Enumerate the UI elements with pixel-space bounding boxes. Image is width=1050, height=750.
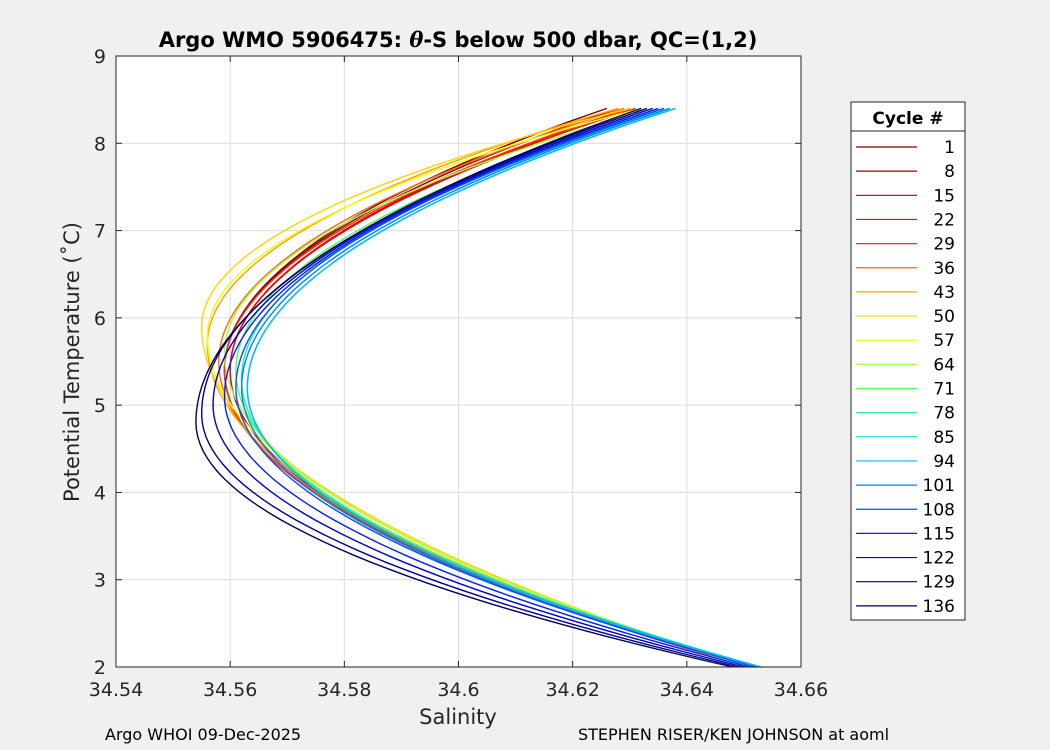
y-tick-label: 5 [94,395,106,417]
x-tick-label: 34.56 [203,679,257,701]
x-axis-label: Salinity [419,705,497,729]
legend-label-85: 85 [933,428,955,448]
x-tick-label: 34.64 [660,679,714,701]
legend-title: Cycle # [872,109,943,129]
legend-label-1: 1 [944,138,955,158]
x-tick-label: 34.58 [317,679,371,701]
series-line-122 [212,107,745,668]
series-line-108 [235,107,756,668]
legend-label-136: 136 [923,597,955,617]
legend-label-129: 129 [923,573,955,593]
legend-label-43: 43 [933,283,955,303]
x-tick-label: 34.54 [89,679,143,701]
legend-items: 1 8 15 22 29 36 43 50 57 64 71 78 85 94 101 108 115 122 12… [856,138,955,617]
legend-label-8: 8 [944,162,955,182]
legend-label-122: 122 [923,549,955,569]
legend-label-22: 22 [933,210,955,230]
footer-left: Argo WHOI 09-Dec-2025 [105,725,302,744]
y-tick-label: 4 [94,482,106,504]
legend-label-57: 57 [933,331,955,351]
x-tick-label: 34.6 [437,679,479,701]
y-tick-label: 3 [94,570,106,592]
series-line-29 [223,107,750,668]
series-line-94 [246,107,762,668]
y-tick-labels: 2 3 4 5 6 7 8 9 [94,46,106,679]
legend-label-78: 78 [933,404,955,424]
legend-label-94: 94 [933,452,955,472]
series-line-50 [200,107,750,668]
chart-title: Argo WMO 5906475: θ-S below 500 dbar, QC… [159,27,758,52]
y-tick-label: 2 [94,657,106,679]
axes-box [115,55,802,668]
legend-label-36: 36 [933,259,955,279]
legend-label-29: 29 [933,235,955,255]
series-line-136 [195,107,733,668]
x-tick-labels: 34.54 34.56 34.58 34.6 34.62 34.64 34.66 [89,679,828,701]
legend-label-101: 101 [923,476,955,496]
y-axis-label: Potential Temperature (˚C) [60,222,84,502]
y-tick-label: 6 [94,308,106,330]
profile-curves [195,107,762,668]
legend-label-50: 50 [933,307,955,327]
x-tick-label: 34.66 [774,679,828,701]
legend-label-71: 71 [933,380,955,400]
legend: Cycle # 1 8 15 22 29 36 43 50 57 64 71 78 85 94 101 108… [850,101,966,621]
series-line-101 [240,107,756,668]
legend-label-64: 64 [933,355,955,375]
x-tick-label: 34.62 [545,679,599,701]
series-line-115 [223,107,750,668]
legend-label-115: 115 [923,524,955,544]
legend-label-108: 108 [923,500,955,520]
y-tick-label: 8 [94,133,106,155]
legend-label-15: 15 [933,186,955,206]
series-line-64 [223,107,756,668]
y-tick-label: 7 [94,221,106,243]
y-tick-label: 9 [94,46,106,68]
footer-right: STEPHEN RISER/KEN JOHNSON at aoml [578,725,890,744]
